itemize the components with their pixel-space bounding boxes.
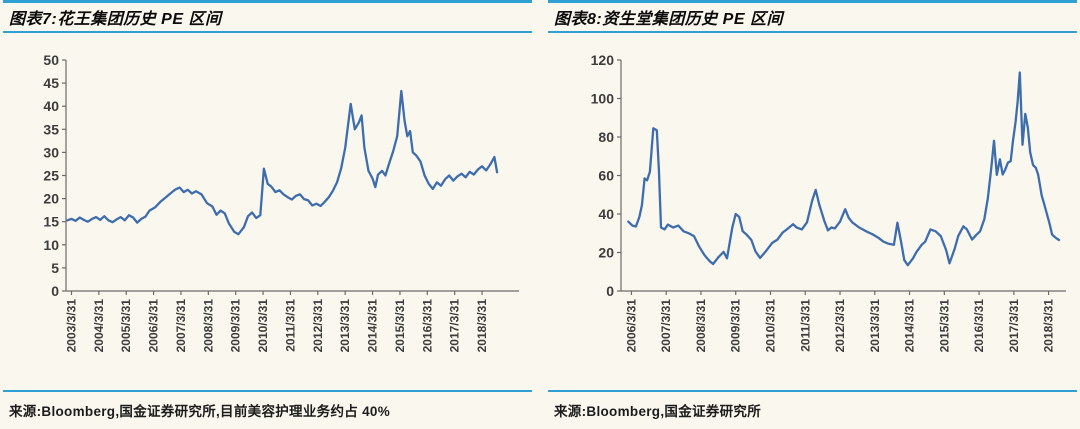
svg-text:40: 40: [598, 206, 614, 222]
kao-pe-line-chart: 0 5 10 15 20 25 30 35 40 45 50 2003/3/31 2004/3/31 20…: [43, 52, 519, 353]
svg-text:2003/3/31: 2003/3/31: [64, 299, 78, 353]
svg-text:45: 45: [43, 75, 59, 91]
svg-text:10: 10: [43, 237, 59, 253]
svg-text:60: 60: [598, 168, 614, 184]
svg-text:0: 0: [606, 283, 614, 299]
svg-text:2017/3/31: 2017/3/31: [448, 299, 462, 353]
svg-text:40: 40: [43, 98, 59, 114]
pe-line: [66, 89, 499, 236]
svg-text:2016/3/31: 2016/3/31: [972, 299, 986, 353]
svg-text:2016/3/31: 2016/3/31: [420, 299, 434, 353]
svg-text:0: 0: [51, 283, 59, 299]
shiseido-panel-title: 图表8:资生堂集团历史 PE 区间: [554, 11, 783, 28]
svg-text:20: 20: [598, 245, 614, 261]
svg-text:50: 50: [43, 52, 59, 68]
svg-text:35: 35: [43, 121, 59, 137]
kao-title-bar: 图表7:花王集团历史 PE 区间: [3, 0, 532, 33]
svg-text:2014/3/31: 2014/3/31: [903, 299, 917, 353]
svg-text:2015/3/31: 2015/3/31: [393, 299, 407, 353]
svg-text:2006/3/31: 2006/3/31: [147, 299, 161, 353]
shiseido-pe-line-chart: 0 20 40 60 80 100 120 2006/3/31 2007/3/31 2008/3/…: [591, 52, 1066, 353]
svg-text:2013/3/31: 2013/3/31: [338, 299, 352, 353]
svg-text:2013/3/31: 2013/3/31: [868, 299, 882, 353]
svg-text:100: 100: [591, 91, 615, 107]
shiseido-chart-area: 0 20 40 60 80 100 120 2006/3/31 2007/3/31 2008/3/…: [548, 33, 1077, 390]
svg-text:2008/3/31: 2008/3/31: [694, 299, 708, 353]
panel-shiseido-pe: 图表8:资生堂集团历史 PE 区间 0 20 40 60 80 100 120 2006/3/…: [548, 0, 1077, 421]
svg-text:2012/3/31: 2012/3/31: [311, 299, 325, 353]
svg-text:2015/3/31: 2015/3/31: [937, 299, 951, 353]
svg-text:2010/3/31: 2010/3/31: [256, 299, 270, 353]
shiseido-source-text: 来源:Bloomberg,国金证券研究所: [554, 404, 761, 419]
svg-text:2004/3/31: 2004/3/31: [92, 299, 106, 353]
kao-chart-area: 0 5 10 15 20 25 30 35 40 45 50 2003/3/31 2004/3/31 20…: [3, 33, 532, 390]
pe-line: [627, 71, 1061, 267]
svg-text:2006/3/31: 2006/3/31: [624, 299, 638, 353]
svg-text:2008/3/31: 2008/3/31: [201, 299, 215, 353]
svg-text:30: 30: [43, 144, 59, 160]
svg-text:20: 20: [43, 191, 59, 207]
svg-text:2018/3/31: 2018/3/31: [1042, 299, 1056, 353]
svg-text:25: 25: [43, 168, 59, 184]
svg-text:2009/3/31: 2009/3/31: [229, 299, 243, 353]
svg-text:2007/3/31: 2007/3/31: [659, 299, 673, 353]
svg-text:2017/3/31: 2017/3/31: [1007, 299, 1021, 353]
svg-text:80: 80: [598, 129, 614, 145]
svg-text:2018/3/31: 2018/3/31: [475, 299, 489, 353]
svg-text:2011/3/31: 2011/3/31: [798, 299, 812, 352]
svg-text:2007/3/31: 2007/3/31: [174, 299, 188, 353]
svg-text:15: 15: [43, 214, 59, 230]
svg-text:2005/3/31: 2005/3/31: [119, 299, 133, 353]
panel-kao-pe: 图表7:花王集团历史 PE 区间 0 5 10 15 20 25 30 35 40 45 50 200…: [3, 0, 532, 421]
svg-text:2014/3/31: 2014/3/31: [366, 299, 380, 353]
svg-text:2012/3/31: 2012/3/31: [833, 299, 847, 353]
svg-text:120: 120: [591, 52, 615, 68]
svg-text:2011/3/31: 2011/3/31: [283, 299, 297, 352]
svg-text:2010/3/31: 2010/3/31: [763, 299, 777, 353]
kao-panel-title: 图表7:花王集团历史 PE 区间: [9, 11, 222, 28]
kao-source-bar: 来源:Bloomberg,国金证券研究所,目前美容护理业务约占 40%: [3, 390, 532, 421]
svg-text:2009/3/31: 2009/3/31: [729, 299, 743, 353]
kao-source-text: 来源:Bloomberg,国金证券研究所,目前美容护理业务约占 40%: [9, 404, 391, 419]
svg-text:5: 5: [51, 260, 59, 276]
shiseido-source-bar: 来源:Bloomberg,国金证券研究所: [548, 390, 1077, 421]
shiseido-title-bar: 图表8:资生堂集团历史 PE 区间: [548, 0, 1077, 33]
